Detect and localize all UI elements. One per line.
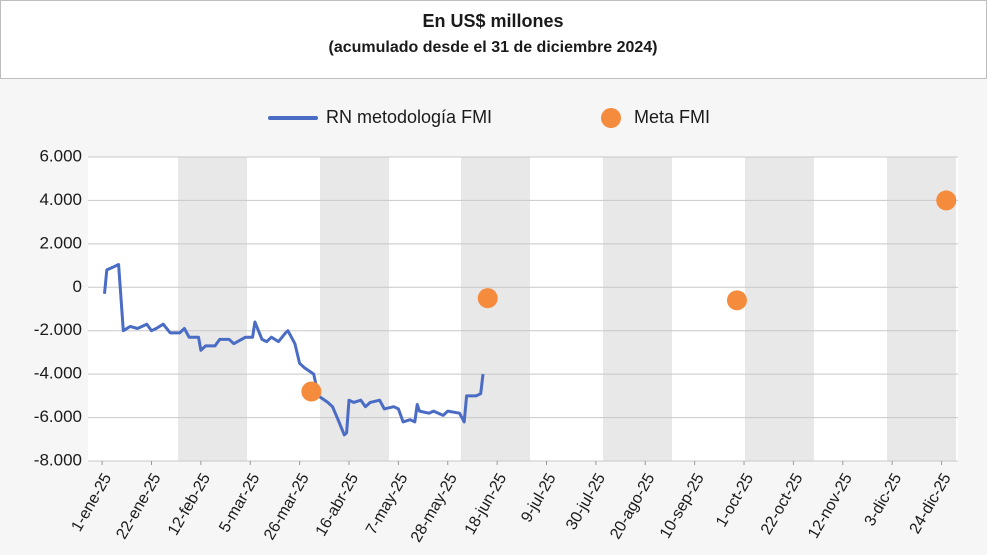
y-tick-label: -6.000 [34,407,82,426]
legend-swatch [601,108,621,128]
data-line [103,263,485,437]
chart-subtitle: (acumulado desde el 31 de diciembre 2024… [328,39,657,56]
band [603,157,672,461]
y-tick-label: 0 [73,277,82,296]
band [178,157,247,461]
y-tick-label: 2.000 [39,233,82,252]
chart-title: En US$ millones [422,11,563,31]
header-box [0,0,987,79]
band [320,157,389,461]
data-point [936,190,957,211]
y-tick-label: 4.000 [39,190,82,209]
legend-label: Meta FMI [634,107,710,127]
y-tick-label: -4.000 [34,364,82,383]
band [745,157,814,461]
y-tick-label: 6.000 [39,146,82,165]
y-tick-label: -8.000 [34,450,82,469]
legend-label: RN metodología FMI [326,107,492,127]
data-point [726,290,747,311]
band [461,157,530,461]
y-tick-label: -2.000 [34,320,82,339]
data-point [477,288,498,309]
data-point [301,381,322,402]
background-bands [178,157,956,461]
